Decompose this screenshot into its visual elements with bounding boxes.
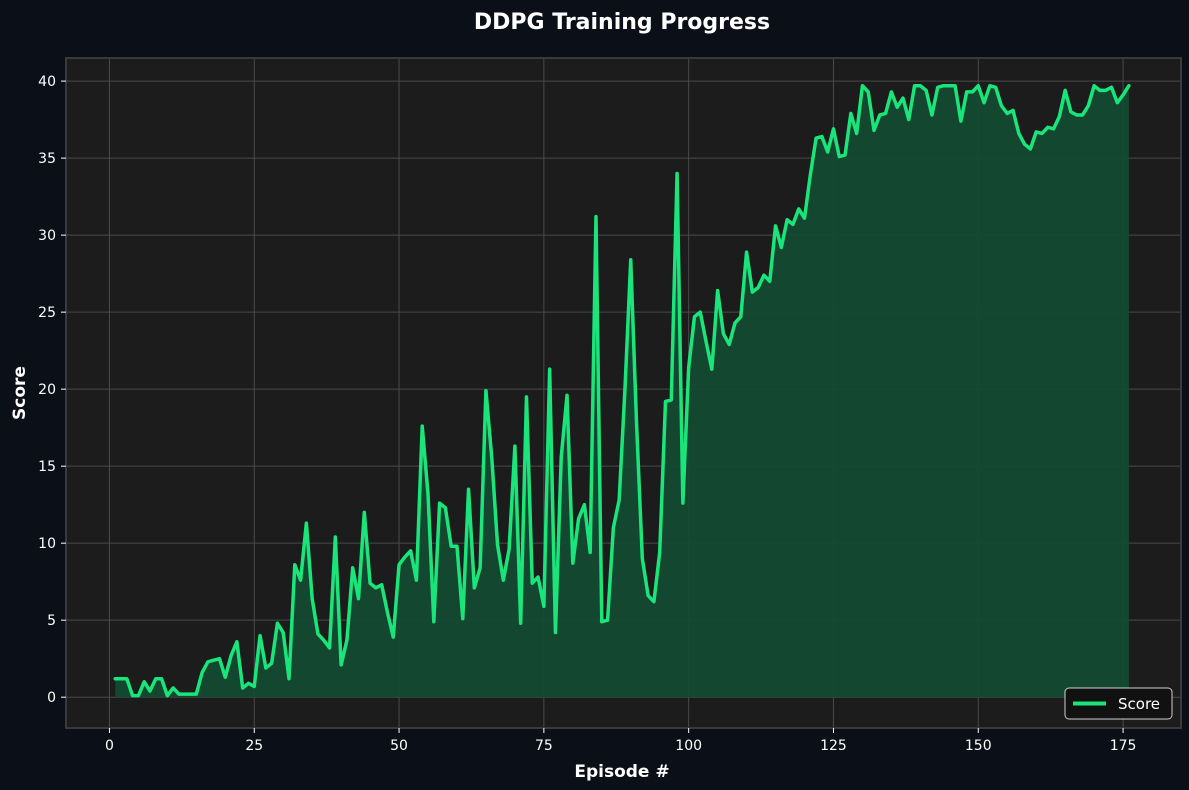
y-tick-label: 20 <box>38 382 56 398</box>
x-tick-label: 25 <box>245 738 263 754</box>
x-tick-label: 100 <box>675 738 702 754</box>
y-tick-label: 30 <box>38 228 56 244</box>
y-tick-label: 5 <box>47 613 56 629</box>
y-tick-label: 15 <box>38 459 56 475</box>
x-tick-label: 75 <box>535 738 553 754</box>
score-area <box>115 85 1129 698</box>
x-tick-label: 150 <box>965 738 992 754</box>
x-tick-label: 50 <box>390 738 408 754</box>
x-tick-label: 125 <box>820 738 847 754</box>
legend-label-score: Score <box>1118 695 1160 713</box>
legend: Score <box>1064 687 1173 720</box>
y-tick-label: 25 <box>38 305 56 321</box>
y-tick-label: 35 <box>38 151 56 167</box>
chart-title: DDPG Training Progress <box>474 10 770 35</box>
x-tick-label: 0 <box>105 738 114 754</box>
x-axis-label: Episode # <box>574 762 669 782</box>
y-tick-label: 0 <box>47 690 56 706</box>
x-tick-label: 175 <box>1110 738 1137 754</box>
plot-frame <box>65 57 1182 729</box>
y-tick-label: 10 <box>38 536 56 552</box>
x-axis-ticks: 0 25 50 75 100 125 150 175 <box>105 728 1136 754</box>
score-line <box>113 83 1131 698</box>
score-line-layer <box>113 83 1131 698</box>
y-axis-ticks: 0 5 10 15 20 25 30 35 40 <box>38 74 66 706</box>
y-axis-label: Score <box>10 366 30 420</box>
legend-box <box>1064 687 1173 720</box>
score-area-layer <box>115 85 1129 698</box>
y-tick-label: 40 <box>38 74 56 90</box>
